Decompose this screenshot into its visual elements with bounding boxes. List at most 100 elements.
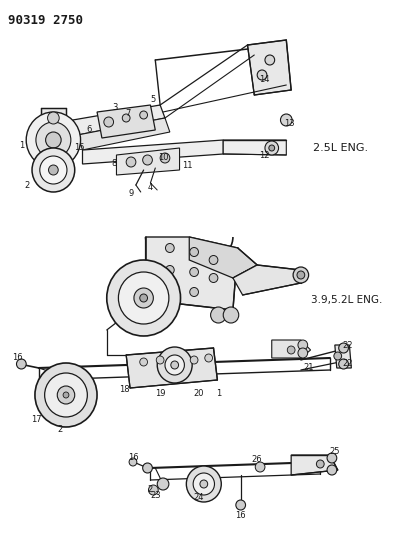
Polygon shape [73,105,165,135]
Circle shape [129,458,137,466]
Polygon shape [335,345,351,368]
Text: 20: 20 [194,389,204,398]
Circle shape [157,347,192,383]
Text: 6: 6 [87,125,92,134]
Circle shape [143,463,152,473]
Circle shape [190,287,198,296]
Circle shape [166,244,174,253]
Circle shape [36,122,71,158]
Text: 19: 19 [155,389,166,398]
Circle shape [255,462,265,472]
Circle shape [186,466,221,502]
Polygon shape [116,148,179,175]
Circle shape [140,294,148,302]
Circle shape [44,373,87,417]
Circle shape [200,480,208,488]
Circle shape [160,153,170,163]
Circle shape [140,111,148,119]
Polygon shape [126,348,218,388]
Circle shape [190,268,198,277]
Polygon shape [291,455,338,475]
Circle shape [171,361,179,369]
Circle shape [157,478,169,490]
Circle shape [265,55,275,65]
Circle shape [287,346,295,354]
Circle shape [190,356,198,364]
Text: 90319 2750: 90319 2750 [8,14,83,27]
Circle shape [223,307,239,323]
Polygon shape [83,140,223,164]
Text: 9: 9 [128,189,134,198]
Circle shape [26,112,81,168]
Polygon shape [189,237,257,278]
Text: 25: 25 [330,448,340,456]
Polygon shape [146,237,238,310]
Circle shape [236,500,245,510]
Circle shape [104,117,114,127]
Circle shape [298,348,308,358]
Circle shape [316,460,324,468]
Circle shape [281,114,292,126]
Circle shape [32,148,75,192]
Text: 16: 16 [235,511,246,520]
Text: 2: 2 [148,486,153,495]
Circle shape [46,132,61,148]
Text: 17: 17 [32,416,42,424]
Circle shape [257,70,267,80]
Text: 22: 22 [342,359,353,368]
Circle shape [190,247,198,256]
Circle shape [293,267,308,283]
Circle shape [334,352,342,360]
Circle shape [63,392,69,398]
Circle shape [48,112,59,124]
Text: 16: 16 [128,453,138,462]
Polygon shape [233,265,301,295]
Text: 2: 2 [25,181,30,190]
Circle shape [148,485,158,495]
Polygon shape [223,140,286,155]
Text: 3: 3 [112,102,117,111]
Circle shape [57,386,75,404]
Text: 7: 7 [125,109,131,117]
Polygon shape [247,40,291,95]
Text: 2.5L ENG.: 2.5L ENG. [312,143,368,153]
Circle shape [209,255,218,264]
Circle shape [298,340,308,350]
Circle shape [205,354,212,362]
Text: 24: 24 [194,492,204,502]
Circle shape [126,157,136,167]
Circle shape [156,356,164,364]
Circle shape [166,265,174,274]
Text: 11: 11 [182,160,193,169]
Polygon shape [78,118,170,150]
Circle shape [107,260,181,336]
Text: 12: 12 [259,151,269,160]
Circle shape [297,271,305,279]
Circle shape [193,473,214,495]
Circle shape [40,156,67,184]
Polygon shape [272,340,310,358]
Text: 8: 8 [112,158,117,167]
Text: 3.9,5.2L ENG.: 3.9,5.2L ENG. [310,295,382,305]
Circle shape [339,343,349,353]
Circle shape [35,363,97,427]
Circle shape [209,273,218,282]
Text: 5: 5 [151,95,156,104]
Text: 2: 2 [58,425,63,434]
Text: 10: 10 [158,154,168,163]
Text: 14: 14 [259,75,269,84]
Text: 21: 21 [303,362,314,372]
Text: 13: 13 [284,119,295,128]
Circle shape [134,288,153,308]
Polygon shape [41,108,66,128]
Text: 23: 23 [150,490,161,499]
Circle shape [265,141,279,155]
Circle shape [210,307,226,323]
Circle shape [166,286,174,295]
Text: 26: 26 [252,456,262,464]
Circle shape [17,359,26,369]
Text: 1: 1 [19,141,24,149]
Text: 18: 18 [119,385,129,394]
Circle shape [140,358,148,366]
Text: 16: 16 [12,353,23,362]
